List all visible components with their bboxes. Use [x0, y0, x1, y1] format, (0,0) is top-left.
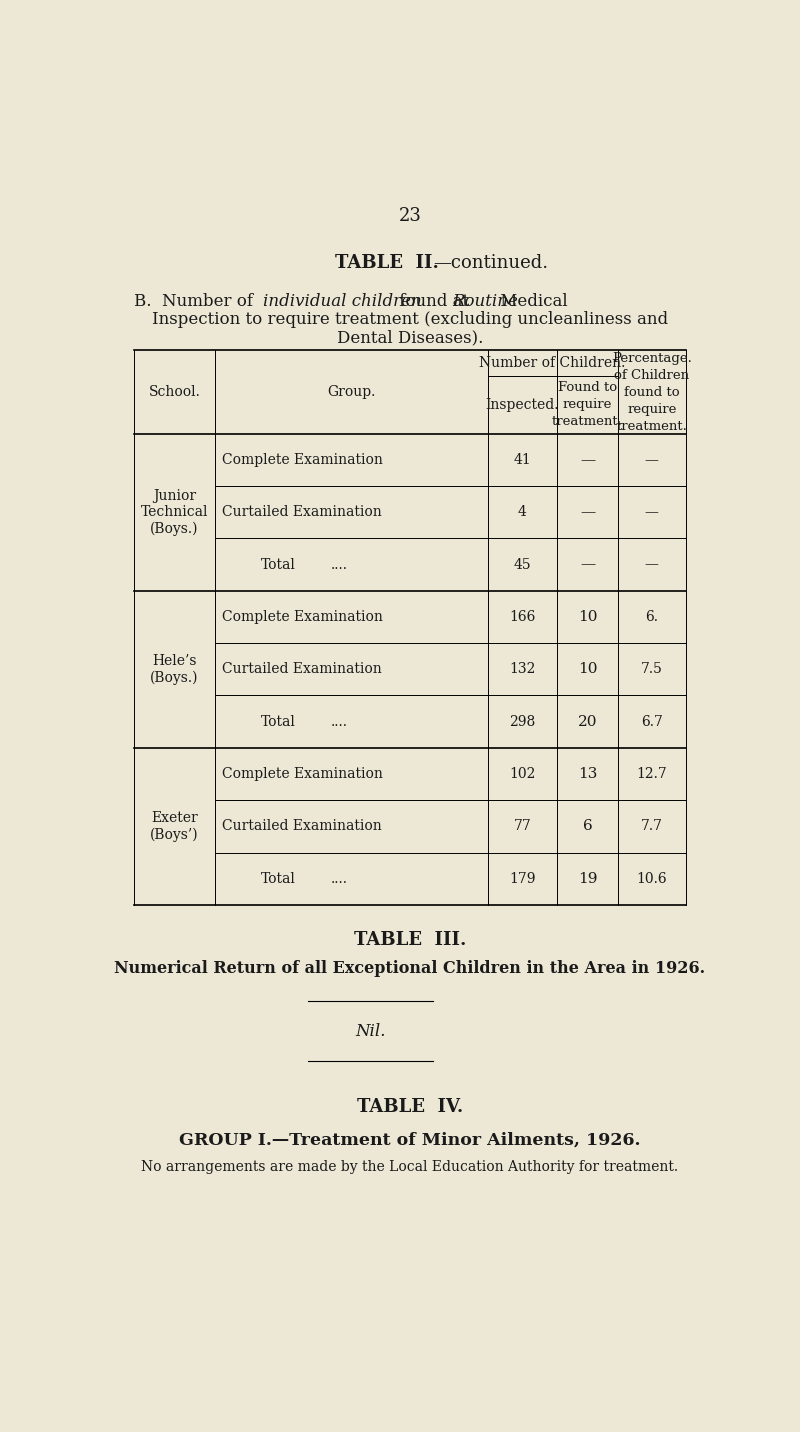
Text: 77: 77	[514, 819, 531, 833]
Text: 298: 298	[510, 715, 535, 729]
Text: found at: found at	[394, 292, 475, 309]
Text: Complete Examination: Complete Examination	[222, 768, 383, 780]
Text: Group.: Group.	[327, 385, 375, 400]
Text: 19: 19	[578, 872, 598, 886]
Text: —: —	[645, 557, 658, 571]
Text: 4: 4	[518, 505, 527, 520]
Text: Total: Total	[262, 557, 296, 571]
Text: —: —	[645, 505, 658, 520]
Text: Complete Examination: Complete Examination	[222, 610, 383, 624]
Text: 10: 10	[578, 610, 598, 624]
Text: Percentage.
of Children
found to
require
treatment.: Percentage. of Children found to require…	[612, 352, 692, 432]
Text: 10: 10	[578, 662, 598, 676]
Text: 45: 45	[514, 557, 531, 571]
Text: 7.5: 7.5	[641, 662, 662, 676]
Text: ....: ....	[331, 872, 348, 886]
Text: Curtailed Examination: Curtailed Examination	[222, 662, 382, 676]
Text: TABLE  IV.: TABLE IV.	[357, 1098, 463, 1117]
Text: —: —	[580, 557, 595, 571]
Text: TABLE  II.: TABLE II.	[335, 253, 438, 272]
Text: Curtailed Examination: Curtailed Examination	[222, 819, 382, 833]
Text: 6.7: 6.7	[641, 715, 662, 729]
Text: Total: Total	[262, 715, 296, 729]
Text: 102: 102	[509, 768, 535, 780]
Text: Total: Total	[262, 872, 296, 886]
Text: Number of Children.: Number of Children.	[479, 357, 626, 371]
Text: School.: School.	[149, 385, 200, 400]
Text: 132: 132	[509, 662, 535, 676]
Text: Junior
Technical
(Boys.): Junior Technical (Boys.)	[141, 488, 208, 536]
Text: —: —	[645, 453, 658, 467]
Text: Curtailed Examination: Curtailed Examination	[222, 505, 382, 520]
Text: —: —	[580, 453, 595, 467]
Text: 179: 179	[509, 872, 536, 886]
Text: 23: 23	[398, 208, 422, 225]
Text: 13: 13	[578, 768, 597, 780]
Text: B.  Number of: B. Number of	[134, 292, 258, 309]
Text: Inspection to require treatment (excluding uncleanliness and: Inspection to require treatment (excludi…	[152, 311, 668, 328]
Text: ....: ....	[331, 557, 348, 571]
Text: 12.7: 12.7	[637, 768, 667, 780]
Text: 6.: 6.	[646, 610, 658, 624]
Text: 166: 166	[509, 610, 535, 624]
Text: Hele’s
(Boys.): Hele’s (Boys.)	[150, 654, 198, 684]
Text: 41: 41	[514, 453, 531, 467]
Text: —: —	[580, 505, 595, 520]
Text: TABLE  III.: TABLE III.	[354, 931, 466, 948]
Text: Nil.: Nil.	[355, 1024, 386, 1041]
Text: No arrangements are made by the Local Education Authority for treatment.: No arrangements are made by the Local Ed…	[142, 1160, 678, 1174]
Text: Numerical Return of all Exceptional Children in the Area in 1926.: Numerical Return of all Exceptional Chil…	[114, 961, 706, 977]
Text: 6: 6	[582, 819, 592, 833]
Text: Routine: Routine	[453, 292, 518, 309]
Text: 10.6: 10.6	[637, 872, 667, 886]
Text: 7.7: 7.7	[641, 819, 663, 833]
Text: Dental Diseases).: Dental Diseases).	[337, 329, 483, 347]
Text: GROUP I.—Treatment of Minor Ailments, 1926.: GROUP I.—Treatment of Minor Ailments, 19…	[179, 1131, 641, 1148]
Text: ....: ....	[331, 715, 348, 729]
Text: Exeter
(Boys’): Exeter (Boys’)	[150, 811, 198, 842]
Text: individual children: individual children	[262, 292, 422, 309]
Text: Found to
require
treatment.: Found to require treatment.	[552, 381, 623, 428]
Text: Medical: Medical	[495, 292, 568, 309]
Text: Complete Examination: Complete Examination	[222, 453, 383, 467]
Text: —continued.: —continued.	[434, 253, 548, 272]
Text: Inspected.: Inspected.	[486, 398, 559, 412]
Text: 20: 20	[578, 715, 598, 729]
